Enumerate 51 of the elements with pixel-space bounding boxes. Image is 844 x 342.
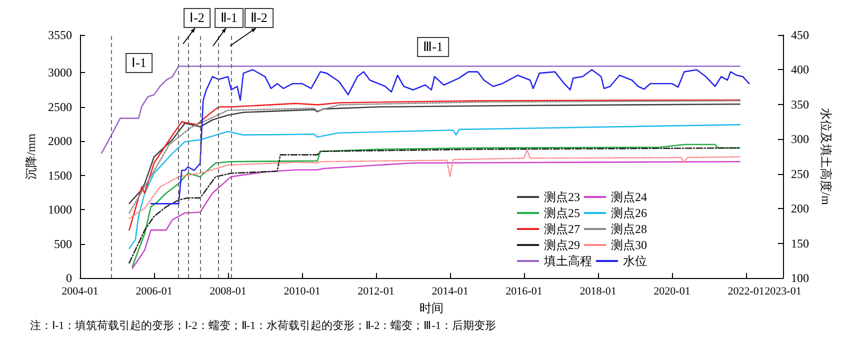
- legend-label: 测点24: [611, 190, 647, 204]
- y-tick-label: 500: [54, 236, 72, 251]
- line-series: [132, 160, 740, 270]
- legend-label: 测点29: [544, 238, 580, 252]
- x-tick-label: 2006-01: [136, 286, 172, 298]
- y2-tick-label: 150: [791, 236, 809, 250]
- x-tick-label: 2018-01: [580, 286, 616, 298]
- x-tick-label: 2012-01: [358, 286, 394, 298]
- x-tick-label: 2014-01: [432, 286, 468, 298]
- y2-tick-label: 450: [791, 28, 809, 42]
- legend-label: 测点28: [611, 222, 647, 236]
- legend-label: 水位: [623, 254, 647, 268]
- y-tick-label: 3000: [48, 66, 72, 80]
- x-tick-label: 2004-01: [62, 286, 98, 298]
- x-tick-label: 2010-01: [284, 286, 320, 298]
- x-tick-label: 2016-01: [506, 286, 542, 298]
- legend-label: 填土高程: [543, 254, 592, 268]
- legend-label: 测点26: [611, 206, 647, 220]
- y2-tick-label: 200: [791, 202, 809, 216]
- text: 注：Ⅰ-1：填筑荷载引起的变形；Ⅰ-2：蠕变；Ⅱ-1：水荷载引起的变形；Ⅱ-2：蠕变；Ⅲ-1：后期变形: [30, 318, 496, 333]
- y2-axis-title: 水位及填土高度/m: [818, 108, 833, 206]
- x-tick-label: 2008-01: [210, 286, 246, 298]
- y-tick-label: 2500: [48, 100, 72, 114]
- x-tick-label: 2022-01: [728, 286, 764, 298]
- y2-tick-label: 350: [791, 97, 809, 112]
- text: Ⅱ-2: [244, 8, 274, 28]
- text: Ⅰ-2: [184, 8, 210, 28]
- legend-label: 测点30: [611, 238, 647, 252]
- y2-tick-label: 250: [791, 166, 809, 181]
- y2-tick-label: 400: [791, 62, 809, 77]
- y-tick-label: 3550: [48, 28, 72, 42]
- text: Ⅱ-1: [214, 8, 244, 28]
- line-series: [100, 66, 740, 154]
- line-series: [128, 149, 740, 220]
- annotation: Ⅰ-1: [126, 53, 152, 73]
- y-axis-title: 沉降/mm: [24, 132, 38, 180]
- legend-label: 测点27: [544, 222, 580, 236]
- x-tick-label: 2023-01: [764, 286, 802, 298]
- legend-label: 测点25: [544, 206, 580, 220]
- line-series: [128, 124, 740, 250]
- y-tick-label: 2000: [48, 134, 72, 148]
- y-tick-label: 0: [66, 271, 72, 285]
- line-series: [150, 69, 750, 204]
- annotation: Ⅲ-1: [417, 37, 449, 57]
- x-tick-label: 2020-01: [654, 286, 690, 298]
- x-axis-title: 时间: [420, 301, 444, 315]
- y-tick-label: 1000: [48, 202, 72, 217]
- y2-tick-label: 100: [791, 271, 809, 285]
- legend-label: 测点23: [544, 190, 580, 204]
- y-tick-label: 1500: [48, 168, 72, 182]
- y2-tick-label: 300: [791, 132, 809, 146]
